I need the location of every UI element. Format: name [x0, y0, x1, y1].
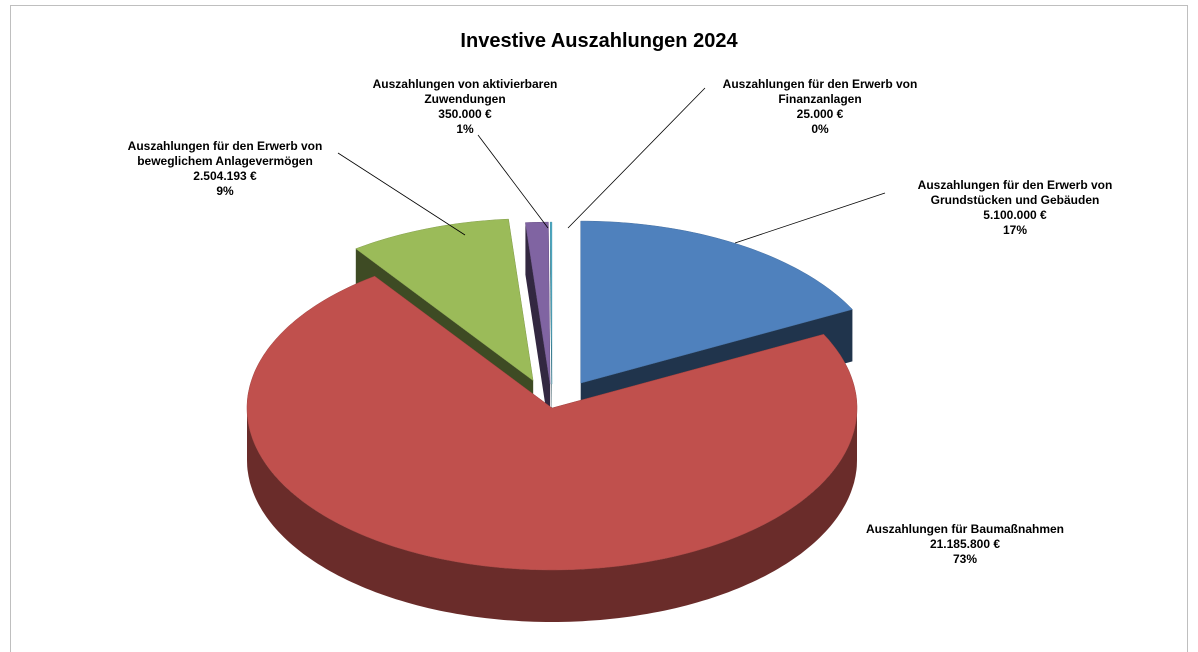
slice — [246, 275, 858, 571]
data-label: Auszahlungen für den Erwerb von Grundstü… — [900, 178, 1130, 238]
slice — [355, 218, 534, 382]
label-name: Auszahlungen für Baumaßnahmen — [865, 522, 1065, 536]
label-value: 2.504.193 € — [193, 169, 257, 183]
label-name: Auszahlungen für den Erwerb von Finanzan… — [722, 77, 918, 106]
slice — [549, 221, 553, 385]
label-name: Auszahlungen für den Erwerb von Grundstü… — [917, 178, 1113, 207]
leader-line — [477, 134, 549, 229]
label-percent: 0% — [811, 122, 829, 136]
label-percent: 73% — [952, 552, 978, 566]
data-label: Auszahlungen für den Erwerb von beweglic… — [105, 139, 345, 199]
label-name: Auszahlungen von aktivierbaren Zuwendung… — [372, 77, 558, 106]
label-percent: 1% — [456, 122, 474, 136]
label-value: 25.000 € — [796, 107, 844, 121]
label-value: 350.000 € — [438, 107, 492, 121]
label-name: Auszahlungen für den Erwerb von beweglic… — [127, 139, 323, 168]
data-label: Auszahlungen von aktivierbaren Zuwendung… — [358, 77, 573, 137]
slice — [580, 220, 853, 384]
leader-line — [567, 87, 706, 229]
tops — [246, 218, 858, 571]
chart-title: Investive Auszahlungen 2024 — [460, 30, 738, 52]
label-value: 5.100.000 € — [983, 208, 1047, 222]
slice-side — [247, 408, 857, 622]
sides — [247, 408, 857, 622]
data-label: Auszahlungen für Baumaßnahmen 21.185.800 … — [815, 522, 1115, 567]
leader-line — [734, 192, 886, 244]
slice-wall — [525, 222, 551, 437]
label-value: 21.185.800 € — [929, 537, 1001, 551]
leader-line — [337, 152, 466, 236]
label-percent: 17% — [1002, 223, 1028, 237]
slice — [525, 221, 551, 385]
label-percent: 9% — [216, 184, 234, 198]
data-label: Auszahlungen für den Erwerb von Finanzan… — [704, 77, 936, 137]
